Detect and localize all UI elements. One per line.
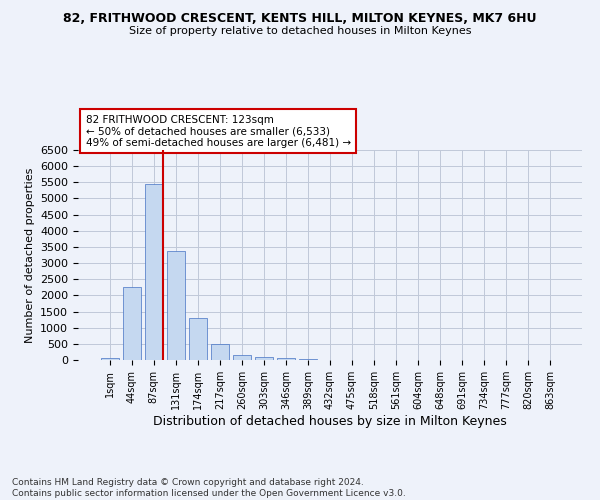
Bar [145, 184, 163, 360]
Bar [189, 318, 206, 360]
Text: 82 FRITHWOOD CRESCENT: 123sqm
← 50% of detached houses are smaller (6,533)
49% o: 82 FRITHWOOD CRESCENT: 123sqm ← 50% of d… [86, 114, 350, 148]
Bar [123, 286, 140, 360]
Bar [211, 344, 229, 360]
Text: 82, FRITHWOOD CRESCENT, KENTS HILL, MILTON KEYNES, MK7 6HU: 82, FRITHWOOD CRESCENT, KENTS HILL, MILT… [63, 12, 537, 26]
Bar [101, 358, 119, 360]
Y-axis label: Number of detached properties: Number of detached properties [25, 168, 35, 342]
Bar [277, 358, 295, 360]
Bar [233, 355, 251, 360]
Text: Contains HM Land Registry data © Crown copyright and database right 2024.
Contai: Contains HM Land Registry data © Crown c… [12, 478, 406, 498]
Bar [299, 359, 317, 360]
X-axis label: Distribution of detached houses by size in Milton Keynes: Distribution of detached houses by size … [153, 415, 507, 428]
Bar [167, 251, 185, 360]
Bar [255, 358, 273, 360]
Text: Size of property relative to detached houses in Milton Keynes: Size of property relative to detached ho… [129, 26, 471, 36]
